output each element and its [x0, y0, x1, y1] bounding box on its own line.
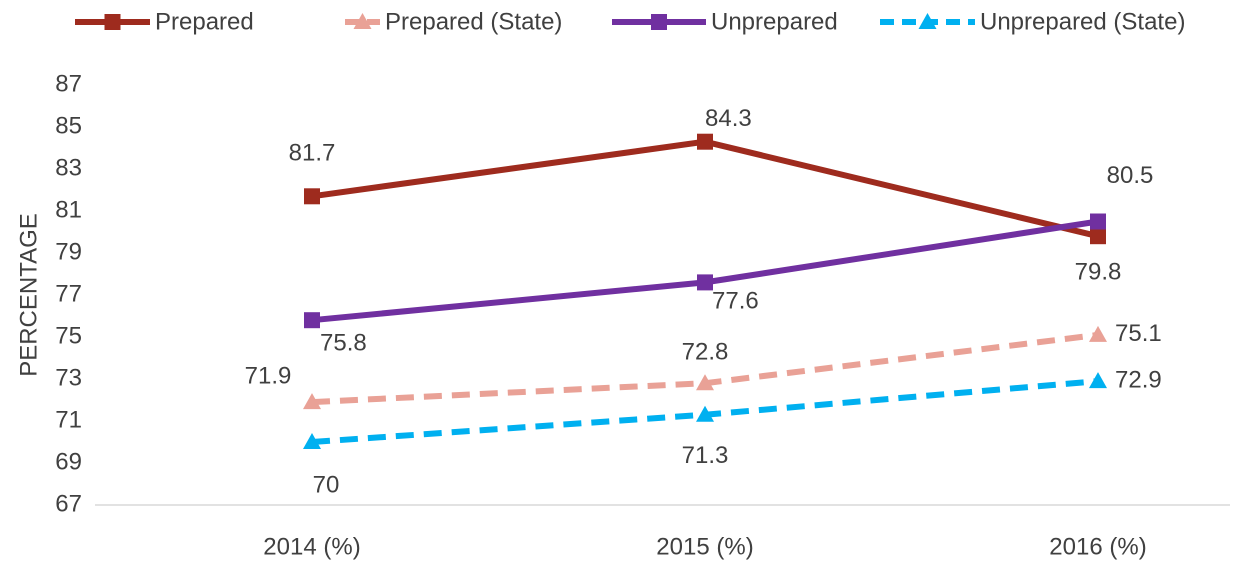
y-tick-label: 69 [55, 448, 82, 475]
legend-marker [104, 14, 121, 30]
x-tick-label: 2014 (%) [263, 533, 360, 560]
marker [303, 433, 321, 449]
y-tick-label: 67 [55, 490, 82, 517]
marker [1089, 325, 1107, 342]
legend-marker [918, 13, 937, 29]
marker [697, 274, 713, 291]
y-tick-label: 79 [55, 238, 82, 265]
y-tick-label: 81 [55, 196, 82, 223]
legend-label: Prepared [155, 8, 254, 35]
data-label: 81.7 [289, 140, 336, 167]
legend-label: Unprepared (State) [980, 8, 1185, 35]
data-label: 84.3 [705, 105, 752, 132]
data-label: 75.1 [1115, 320, 1162, 347]
x-tick-label: 2015 (%) [656, 533, 753, 560]
y-tick-label: 71 [55, 406, 82, 433]
data-label: 80.5 [1107, 162, 1154, 189]
y-tick-label: 83 [55, 154, 82, 181]
marker [696, 374, 714, 391]
legend-marker [651, 14, 667, 30]
data-label: 72.8 [682, 339, 729, 366]
marker [1090, 228, 1106, 245]
data-label: 70 [313, 471, 340, 498]
data-label: 77.6 [712, 288, 759, 315]
marker [303, 393, 321, 410]
y-tick-label: 73 [55, 364, 82, 391]
data-label: 79.8 [1075, 259, 1122, 286]
y-tick-label: 85 [55, 112, 82, 139]
y-axis-label: PERCENTAGE [15, 213, 42, 377]
marker [304, 188, 320, 205]
x-tick-label: 2016 (%) [1049, 533, 1146, 560]
series-line [311, 138, 1099, 240]
legend-label: Prepared (State) [385, 8, 562, 35]
data-label: 71.9 [245, 362, 292, 389]
legend-label: Unprepared [711, 8, 838, 35]
y-tick-label: 77 [55, 280, 82, 307]
data-label: 75.8 [320, 330, 367, 357]
data-label: 71.3 [682, 442, 729, 469]
marker [1090, 213, 1106, 230]
series-line [311, 218, 1099, 324]
y-tick-label: 75 [55, 322, 82, 349]
marker [304, 312, 320, 329]
marker [1089, 372, 1107, 389]
legend-marker [353, 13, 372, 29]
y-tick-label: 87 [55, 70, 82, 97]
marker [696, 405, 714, 422]
marker [697, 133, 713, 150]
data-label: 72.9 [1115, 366, 1162, 393]
